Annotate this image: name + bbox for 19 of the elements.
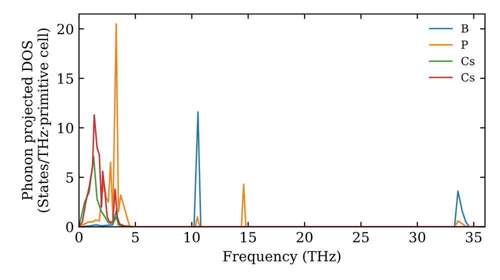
x-tick-label: 5 xyxy=(132,232,139,242)
x-tick-label: 15 xyxy=(241,232,256,242)
y-tick-label: 5 xyxy=(66,172,74,183)
x-tick-label: 25 xyxy=(353,232,369,242)
legend-label: B xyxy=(461,24,468,32)
y-tick-label: 15 xyxy=(58,73,74,84)
legend-label: P xyxy=(461,40,468,49)
x-axis-title: Frequency (THz) xyxy=(223,250,340,264)
y-axis-title: Phonon projected DOS (States/THz·primitive cell) xyxy=(22,28,51,212)
x-tick-label: 35 xyxy=(466,232,482,242)
y-tick-label: 20 xyxy=(57,24,74,34)
legend-label: Cs xyxy=(461,56,474,66)
y-tick-label: 0 xyxy=(66,222,74,232)
x-tick-label: 0 xyxy=(75,232,82,242)
y-tick-label: 10 xyxy=(58,122,74,134)
x-tick-label: 10 xyxy=(184,232,200,242)
x-tick-label: 30 xyxy=(410,232,426,242)
legend-label: Cs xyxy=(461,73,474,82)
x-tick-label: 20 xyxy=(296,232,312,242)
